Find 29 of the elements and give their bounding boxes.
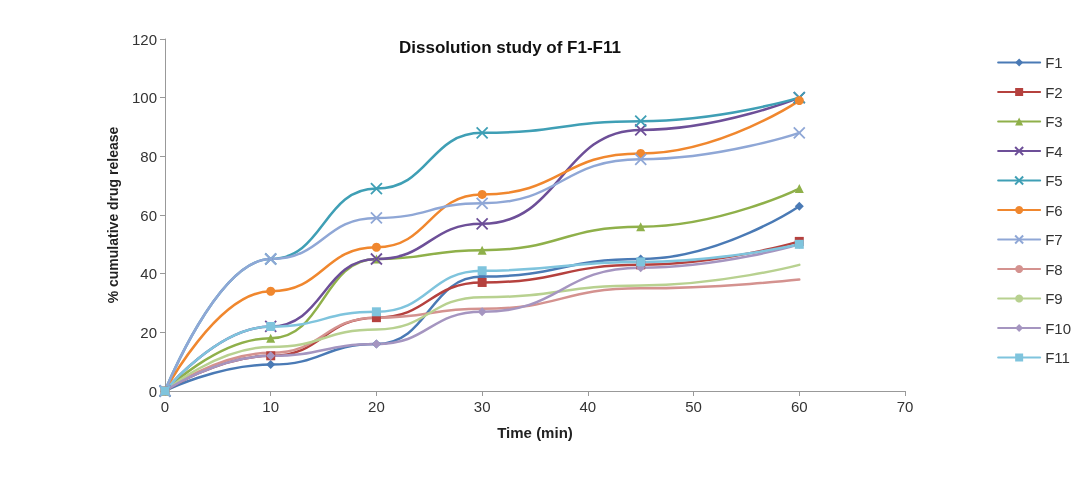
y-tick-label: 0 xyxy=(148,382,157,400)
legend-label: F5 xyxy=(1045,172,1063,189)
chart-title: Dissolution study of F1-F11 xyxy=(399,38,621,57)
x-tick-label: 70 xyxy=(896,398,914,415)
y-axis-title: % cumulative drug release xyxy=(105,126,121,304)
x-axis-title: Time (min) xyxy=(497,424,573,441)
y-tick-label: 120 xyxy=(131,30,157,48)
legend-label: F11 xyxy=(1045,349,1070,366)
legend-label: F3 xyxy=(1045,113,1063,130)
y-tick-label: 80 xyxy=(140,147,157,165)
legend-label: F10 xyxy=(1045,319,1072,337)
x-tick-label: 10 xyxy=(262,398,280,415)
x-tick-label: 50 xyxy=(685,398,702,415)
legend-label: F7 xyxy=(1045,231,1063,248)
legend-label: F4 xyxy=(1045,142,1063,160)
x-tick-label: 20 xyxy=(368,398,385,415)
legend-label: F9 xyxy=(1045,290,1063,307)
x-tick-label: 0 xyxy=(160,398,170,415)
x-tick-label: 40 xyxy=(579,398,597,415)
y-tick-label: 40 xyxy=(140,265,157,283)
legend-label: F6 xyxy=(1045,201,1063,219)
x-tick-label: 60 xyxy=(790,398,808,415)
y-tick-label: 100 xyxy=(131,89,157,107)
y-tick-label: 20 xyxy=(140,323,157,341)
y-tick-label: 60 xyxy=(140,206,157,224)
legend-label: F2 xyxy=(1045,83,1063,101)
legend-label: F1 xyxy=(1045,54,1063,71)
legend-label: F8 xyxy=(1045,260,1063,278)
x-tick-label: 30 xyxy=(473,398,491,415)
